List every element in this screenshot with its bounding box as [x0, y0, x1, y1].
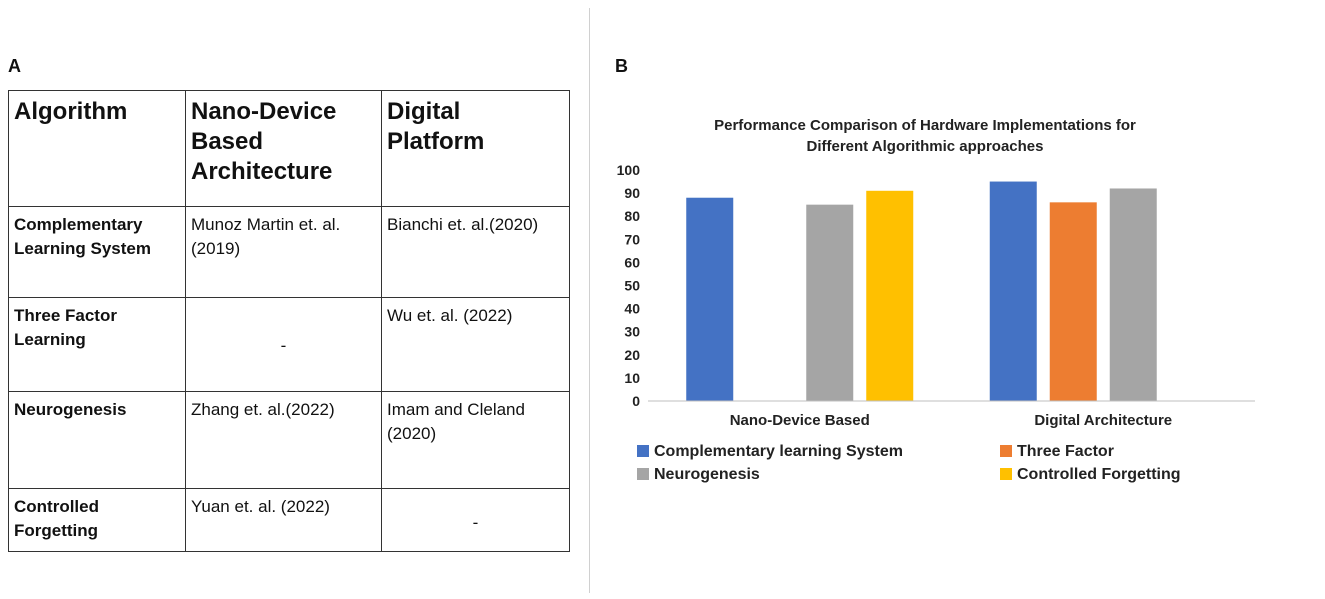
- header-nano-device: Nano-Device Based Architecture: [185, 90, 382, 207]
- legend-swatch: [637, 445, 649, 457]
- y-tick-label: 0: [632, 393, 640, 409]
- nano-cell-text: -: [280, 336, 287, 355]
- performance-bar-chart: Performance Comparison of Hardware Imple…: [617, 117, 1255, 483]
- digital-cell: -: [381, 488, 570, 552]
- legend-label: Complementary learning System: [654, 443, 903, 460]
- legend-swatch: [1000, 468, 1012, 480]
- y-axis: 0 10 20 30 40 50 60 70 80 90 100: [617, 162, 641, 409]
- algorithm-cell: Controlled Forgetting: [8, 488, 186, 552]
- legend-label: Three Factor: [1017, 443, 1114, 460]
- bar: [1109, 188, 1157, 401]
- table-row: Controlled Forgetting Yuan et. al. (2022…: [8, 488, 570, 552]
- panel-a-label: A: [8, 56, 21, 76]
- nano-cell: Zhang et. al.(2022): [185, 391, 382, 489]
- legend-label: Controlled Forgetting: [1017, 466, 1181, 483]
- bar: [686, 197, 734, 401]
- algorithm-cell: Complementary Learning System: [8, 206, 186, 298]
- legend-swatch: [637, 468, 649, 480]
- y-tick-label: 100: [617, 162, 641, 178]
- table-header-row: Algorithm Nano-Device Based Architecture…: [8, 90, 570, 207]
- digital-cell: Wu et. al. (2022): [381, 297, 570, 392]
- legend-label: Neurogenesis: [654, 466, 760, 483]
- header-digital-platform: Digital Platform: [381, 90, 570, 207]
- algorithm-cell: Three Factor Learning: [8, 297, 186, 392]
- bar: [989, 181, 1037, 401]
- legend-swatch: [1000, 445, 1012, 457]
- table-row: Three Factor Learning - Wu et. al. (2022…: [8, 297, 570, 392]
- x-tick-label: Nano-Device Based: [730, 412, 870, 429]
- bars: [686, 181, 1157, 401]
- bar: [1049, 202, 1097, 401]
- legend: Complementary learning System Three Facto…: [637, 443, 1181, 483]
- y-tick-label: 60: [624, 254, 640, 270]
- algorithm-cell: Neurogenesis: [8, 391, 186, 489]
- table-row: Neurogenesis Zhang et. al.(2022) Imam an…: [8, 391, 570, 489]
- bar: [866, 190, 914, 401]
- y-tick-label: 40: [624, 301, 640, 317]
- algorithm-table: Algorithm Nano-Device Based Architecture…: [8, 90, 570, 552]
- digital-cell: Imam and Cleland (2020): [381, 391, 570, 489]
- y-tick-label: 50: [624, 278, 640, 294]
- y-tick-label: 30: [624, 324, 640, 340]
- y-tick-label: 90: [624, 185, 640, 201]
- y-tick-label: 10: [624, 370, 640, 386]
- y-tick-label: 80: [624, 208, 640, 224]
- x-axis-labels: Nano-Device Based Digital Architecture: [730, 412, 1172, 429]
- y-tick-label: 20: [624, 347, 640, 363]
- x-tick-label: Digital Architecture: [1034, 412, 1172, 429]
- nano-cell: Yuan et. al. (2022): [185, 488, 382, 552]
- digital-cell: Bianchi et. al.(2020): [381, 206, 570, 298]
- nano-cell: Munoz Martin et. al.(2019): [185, 206, 382, 298]
- table-row: Complementary Learning System Munoz Mart…: [8, 206, 570, 298]
- y-tick-label: 70: [624, 231, 640, 247]
- chart-title-line-2: Different Algorithmic approaches: [807, 138, 1044, 155]
- nano-cell: -: [185, 297, 382, 392]
- chart-title-line-1: Performance Comparison of Hardware Imple…: [714, 117, 1136, 134]
- panel-divider: [589, 8, 590, 593]
- panel-b-label: B: [615, 56, 628, 76]
- digital-cell-text: -: [472, 513, 479, 532]
- bar: [806, 204, 854, 401]
- header-algorithm: Algorithm: [8, 90, 186, 207]
